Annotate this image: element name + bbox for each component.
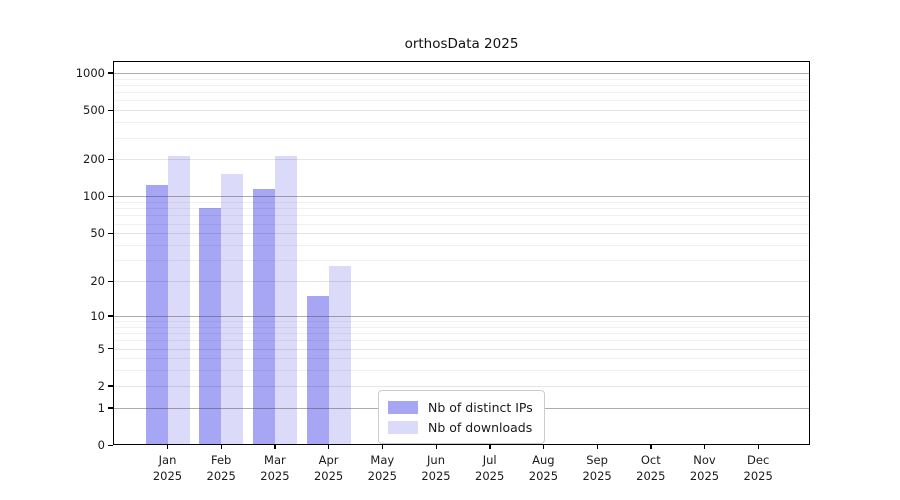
- gridline-9: [113, 321, 810, 322]
- bar-mar-downloads: [274, 155, 297, 445]
- bar-feb-distinct-ips: [199, 208, 222, 445]
- legend-swatch-downloads: [388, 420, 418, 434]
- x-axis-label-aug: Aug 2025: [528, 453, 559, 483]
- y-axis-tick-2: [108, 385, 113, 387]
- gridline-70: [113, 215, 810, 217]
- x-axis-label-dec: Dec 2025: [743, 453, 773, 483]
- x-axis-tick-dec: [757, 445, 760, 449]
- y-axis-tick-0: [108, 444, 113, 446]
- gridline-400: [113, 122, 810, 124]
- y-axis-tick-200: [108, 158, 113, 161]
- gridline-200: [113, 159, 810, 161]
- x-axis-tick-may: [381, 445, 384, 449]
- y-axis-label-1: 1: [97, 400, 105, 415]
- x-axis-tick-mar: [274, 445, 276, 449]
- x-axis-label-feb: Feb 2025: [206, 453, 236, 483]
- gridline-3: [113, 370, 810, 372]
- y-axis-label-50: 50: [90, 226, 105, 241]
- x-axis-tick-nov: [704, 445, 706, 449]
- gridline-60: [113, 223, 810, 225]
- x-axis-tick-jan: [167, 445, 169, 449]
- y-axis-tick-20: [108, 280, 113, 282]
- gridline-40: [113, 245, 810, 246]
- gridline-90: [113, 202, 810, 204]
- plot-area: [113, 61, 810, 445]
- y-axis-label-5: 5: [97, 341, 105, 356]
- y-axis-tick-1: [108, 407, 113, 409]
- x-axis-tick-jun: [435, 445, 437, 449]
- gridline-300: [113, 137, 810, 139]
- bar-apr-distinct-ips: [306, 295, 329, 445]
- y-axis-label-0: 0: [97, 438, 105, 452]
- gridline-20: [113, 281, 810, 283]
- x-axis-label-mar: Mar 2025: [260, 453, 290, 483]
- gridline-600: [113, 100, 810, 102]
- x-axis-tick-sep: [596, 445, 598, 449]
- y-axis-tick-1000: [108, 72, 113, 74]
- x-axis-label-may: May 2025: [367, 453, 397, 483]
- gridline-50: [113, 233, 810, 235]
- gridline-10: [113, 315, 810, 317]
- gridline-5: [113, 348, 810, 350]
- bar-jan-downloads: [167, 155, 190, 445]
- gridline-1000: [113, 72, 810, 74]
- x-axis-tick-oct: [650, 445, 652, 449]
- bar-jan-distinct-ips: [145, 184, 168, 445]
- y-axis-tick-10: [108, 315, 113, 317]
- x-axis-label-jun: Jun 2025: [421, 453, 451, 483]
- chart-title: orthosData 2025: [404, 36, 519, 52]
- gridline-100: [113, 196, 810, 198]
- legend-label-downloads: Nb of downloads: [428, 419, 533, 435]
- gridline-4: [113, 358, 810, 360]
- y-axis-tick-100: [108, 195, 113, 198]
- legend-label-distinct-ips: Nb of distinct IPs: [428, 399, 533, 415]
- gridline-80: [113, 208, 810, 210]
- x-axis-label-apr: Apr 2025: [313, 453, 344, 483]
- x-axis-label-sep: Sep 2025: [582, 453, 612, 483]
- y-axis-tick-500: [108, 109, 113, 112]
- x-axis-label-oct: Oct 2025: [636, 453, 666, 483]
- gridline-700: [113, 92, 810, 94]
- x-axis-tick-apr: [328, 445, 330, 449]
- gridline-900: [113, 78, 810, 80]
- legend-swatch-distinct-ips: [388, 400, 418, 414]
- gridline-8: [113, 326, 810, 328]
- y-axis-label-500: 500: [83, 103, 105, 118]
- x-axis-label-jul: Jul 2025: [475, 453, 505, 483]
- y-axis-label-1000: 1000: [75, 65, 105, 80]
- x-axis-label-nov: Nov 2025: [689, 453, 720, 483]
- gridline-30: [113, 260, 810, 262]
- y-axis-label-10: 10: [90, 308, 105, 323]
- legend-item-distinct-ips: Nb of distinct IPs: [388, 397, 533, 417]
- y-axis-label-20: 20: [90, 274, 105, 289]
- legend: Nb of distinct IPs Nb of downloads: [378, 390, 545, 444]
- y-axis-tick-5: [108, 348, 113, 350]
- bar-mar-distinct-ips: [252, 188, 275, 445]
- x-axis-tick-feb: [220, 445, 223, 449]
- x-axis-label-jan: Jan 2025: [152, 453, 183, 483]
- x-axis-tick-aug: [542, 445, 545, 449]
- y-axis-label-2: 2: [97, 378, 105, 393]
- x-axis-tick-jul: [489, 445, 491, 449]
- legend-item-downloads: Nb of downloads: [388, 417, 533, 437]
- y-axis-label-100: 100: [83, 189, 105, 204]
- y-axis-tick-50: [108, 232, 113, 235]
- y-axis-label-200: 200: [83, 152, 105, 167]
- gridline-2: [113, 385, 810, 387]
- bar-feb-downloads: [221, 174, 244, 445]
- gridline-800: [113, 84, 810, 86]
- bar-apr-downloads: [328, 265, 351, 445]
- gridline-500: [113, 110, 810, 112]
- gridline-7: [113, 333, 810, 335]
- gridline-6: [113, 340, 810, 342]
